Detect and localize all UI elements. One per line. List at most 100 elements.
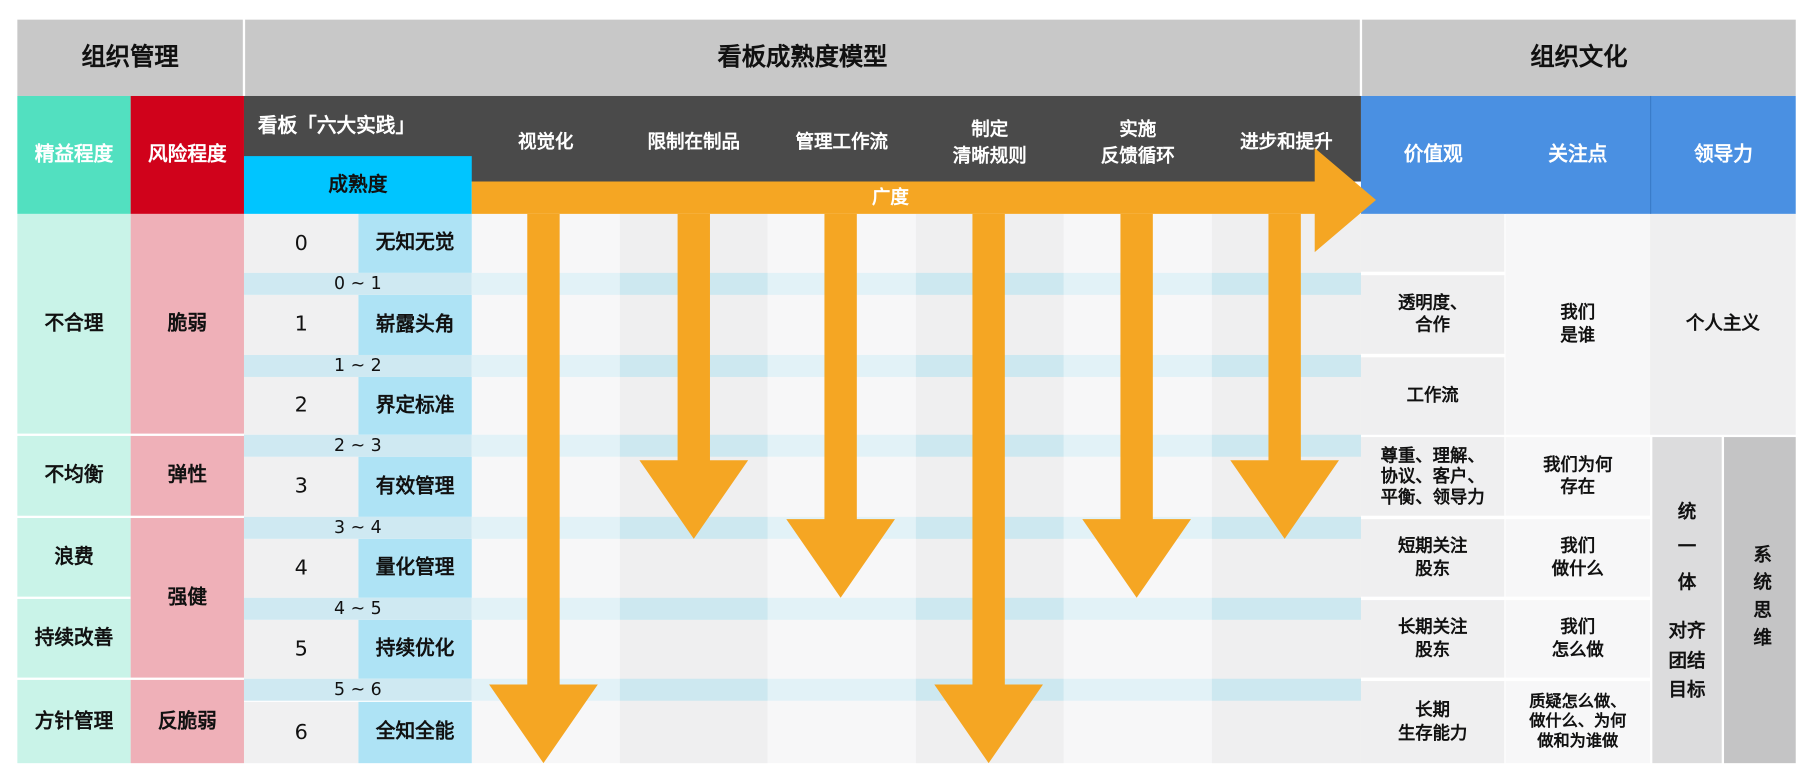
transition-label: 5 ~ 6 xyxy=(243,678,472,701)
level-number: 2 xyxy=(243,376,359,435)
practice-col-header: 限制在制品 xyxy=(647,131,741,153)
practice-col-header: 进步和提升 xyxy=(1240,131,1333,153)
focus-header: 关注点 xyxy=(1505,95,1651,214)
level-number: 1 xyxy=(243,294,359,355)
level-name: 持续优化 xyxy=(358,619,472,679)
transition-band xyxy=(915,434,1064,457)
transition-band xyxy=(767,678,916,701)
practice-col-header: 视觉化 xyxy=(518,131,574,153)
transition-band xyxy=(915,354,1064,377)
lean-cell: 不均衡 xyxy=(17,435,131,516)
unity-text: 统 一 体 xyxy=(1677,500,1697,593)
risk-cell: 弹性 xyxy=(130,435,244,516)
align-text: 对齐 团结 目标 xyxy=(1668,619,1706,702)
practice-col-header: 制定 清晰规则 xyxy=(952,118,1027,166)
header-maturity-model: 看板成熟度模型 xyxy=(245,19,1360,96)
transition-band xyxy=(915,516,1064,539)
transition-band xyxy=(471,354,620,377)
transition-band xyxy=(471,272,620,295)
risk-cell: 强健 xyxy=(130,518,244,678)
transition-band xyxy=(915,597,1064,620)
risk-cell: 反脆弱 xyxy=(130,679,244,764)
lean-cell: 持续改善 xyxy=(17,598,131,678)
transition-label: 2 ~ 3 xyxy=(243,434,472,457)
transition-band xyxy=(471,597,620,620)
lean-cell: 不合理 xyxy=(17,213,131,434)
level-name: 界定标准 xyxy=(358,376,472,435)
transition-band xyxy=(619,678,768,701)
transition-band xyxy=(471,516,620,539)
transition-band xyxy=(915,272,1064,295)
values-cell: 长期关注 股东 xyxy=(1360,600,1505,678)
transition-label: 4 ~ 5 xyxy=(243,598,472,620)
transition-band xyxy=(471,434,620,457)
risk-header: 风险程度 xyxy=(130,95,244,214)
leadership-individualism: 个人主义 xyxy=(1650,213,1796,435)
transition-band xyxy=(1211,272,1361,295)
risk-cell: 脆弱 xyxy=(130,213,244,434)
level-name: 量化管理 xyxy=(358,538,472,598)
level-name: 有效管理 xyxy=(358,456,472,517)
level-number: 5 xyxy=(243,619,359,679)
header-org-culture: 组织文化 xyxy=(1362,19,1796,96)
header-org-management: 组织管理 xyxy=(17,19,243,96)
values-cell: 尊重、理解、 协议、客户、 平衡、领导力 xyxy=(1360,437,1505,516)
transition-band xyxy=(1211,516,1361,539)
level-number: 0 xyxy=(243,213,359,273)
lean-cell: 方针管理 xyxy=(17,679,131,764)
focus-cell: 我们 怎么做 xyxy=(1505,600,1651,678)
transition-band xyxy=(471,678,620,701)
transition-band xyxy=(1063,354,1212,377)
level-name: 崭露头角 xyxy=(358,294,472,355)
transition-label: 1 ~ 2 xyxy=(243,355,472,377)
transition-band xyxy=(767,434,916,457)
transition-band xyxy=(1211,434,1361,457)
focus-cell: 我们 做什么 xyxy=(1505,519,1651,597)
practice-col-header: 管理工作流 xyxy=(795,131,889,153)
transition-band xyxy=(619,354,768,377)
transition-band xyxy=(1211,354,1361,377)
lean-cell: 浪费 xyxy=(17,518,131,597)
transition-band xyxy=(767,516,916,539)
transition-band xyxy=(767,272,916,295)
practices-label: 看板「六大实践」 xyxy=(257,114,416,138)
level-number: 3 xyxy=(243,456,359,517)
lean-header: 精益程度 xyxy=(17,95,131,214)
transition-band xyxy=(1063,678,1212,701)
values-cell: 工作流 xyxy=(1360,357,1505,435)
transition-band xyxy=(1211,597,1361,620)
values-cell: 长期 生存能力 xyxy=(1360,681,1505,764)
maturity-header: 成熟度 xyxy=(243,156,472,214)
level-name: 全知全能 xyxy=(358,701,472,764)
transition-band xyxy=(619,597,768,620)
values-cell: 短期关注 股东 xyxy=(1360,519,1505,597)
transition-band xyxy=(915,678,1064,701)
level-number: 4 xyxy=(243,538,359,598)
values-cell: 透明度、 合作 xyxy=(1360,275,1505,354)
leadership-unity: 统 一 体 对齐 团结 目标 xyxy=(1652,437,1722,764)
systems-text: 系统思维 xyxy=(1749,544,1772,656)
transition-band xyxy=(619,272,768,295)
transition-band xyxy=(1063,597,1212,620)
transition-band xyxy=(1063,434,1212,457)
values-header: 价值观 xyxy=(1360,95,1506,214)
level-name: 无知无觉 xyxy=(358,213,472,273)
values-cell xyxy=(1360,213,1505,272)
focus-cell: 质疑怎么做、 做什么、为何 做和为谁做 xyxy=(1505,681,1651,764)
breadth-label: 广度 xyxy=(871,185,909,208)
practice-col-header: 实施 反馈循环 xyxy=(1100,118,1175,166)
transition-band xyxy=(1063,516,1212,539)
transition-band xyxy=(619,516,768,539)
level-number: 6 xyxy=(243,701,359,764)
leadership-header: 领导力 xyxy=(1650,95,1796,214)
transition-band xyxy=(767,354,916,377)
focus-cell: 我们 是谁 xyxy=(1505,213,1651,435)
leadership-systems-thinking: 系统思维 xyxy=(1724,437,1796,764)
transition-band xyxy=(619,434,768,457)
focus-cell: 我们为何 存在 xyxy=(1505,437,1651,516)
transition-band xyxy=(767,597,916,620)
transition-label: 0 ~ 1 xyxy=(243,273,472,295)
transition-band xyxy=(1063,272,1212,295)
transition-label: 3 ~ 4 xyxy=(243,517,472,539)
